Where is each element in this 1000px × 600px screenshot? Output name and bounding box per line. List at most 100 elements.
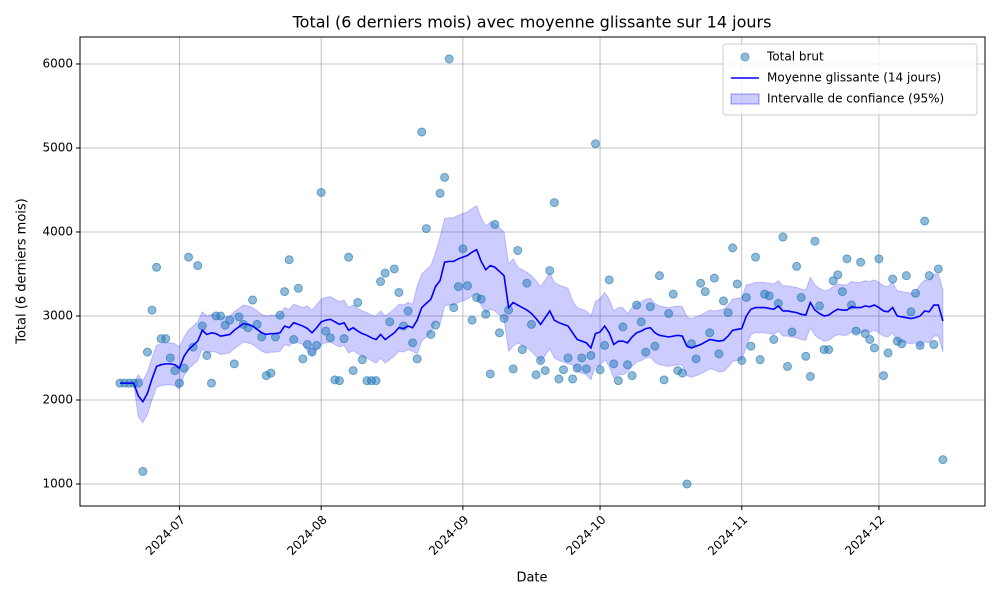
plot-frame [79,36,986,507]
data-point [746,341,756,351]
data-point [787,327,797,337]
data-point [590,139,600,149]
data-point [321,326,331,336]
y-tick-label: 1000 [42,476,73,490]
data-point [540,366,550,376]
data-point [568,374,578,384]
data-point [645,302,655,312]
y-tick-label: 5000 [42,140,73,154]
data-point [357,355,367,365]
data-point [901,271,911,281]
data-point [229,359,239,369]
data-point [869,343,879,353]
legend: Total brut Moyenne glissante (14 jours) In… [722,43,978,116]
data-point [385,317,395,327]
data-point [184,252,194,262]
data-point [376,277,386,287]
data-point [705,328,715,338]
legend-label: Total brut [766,50,824,64]
data-point [618,322,628,332]
data-point [216,311,226,321]
data-point [627,371,637,381]
data-point [558,365,568,375]
data-point [924,271,934,281]
data-point [636,317,646,327]
data-point [545,266,555,276]
data-point [307,347,317,357]
data-point [490,219,500,229]
data-point [394,287,404,297]
data-point [586,350,596,360]
data-point [915,340,925,350]
data-point [371,376,381,386]
data-point [302,340,312,350]
data-point [298,354,308,364]
data-point [828,276,838,286]
data-point [668,289,678,299]
data-point [741,292,751,302]
data-point [801,351,811,361]
data-point [161,334,171,344]
data-point [549,198,559,208]
data-point [805,371,815,381]
legend-marker [730,93,760,105]
data-point [485,369,495,379]
data-point [225,315,235,325]
data-point [792,261,802,271]
data-point [929,340,939,350]
data-point [682,479,692,489]
data-point [595,365,605,375]
data-point [824,345,834,355]
y-tick-label: 6000 [42,56,73,70]
data-point [147,305,157,315]
data-point [600,340,610,350]
data-point [339,334,349,344]
data-point [604,275,614,285]
data-point [449,303,459,313]
data-point [348,366,358,376]
data-point [289,335,299,345]
data-point [293,283,303,293]
data-point [897,339,907,349]
data-point [814,301,824,311]
data-point [334,376,344,386]
data-point [654,271,664,281]
data-point [170,366,180,376]
data-point [142,347,152,357]
data-point [481,309,491,319]
data-point [426,329,436,339]
data-point [764,291,774,301]
data-point [856,257,866,267]
data-point [769,335,779,345]
data-point [467,315,477,325]
data-point [572,363,582,373]
data-point [810,236,820,246]
data-point [344,252,354,262]
data-point [883,348,893,358]
data-point [718,296,728,306]
data-point [782,361,792,371]
legend-label: Intervalle de confiance (95%) [767,92,944,106]
data-point [732,279,742,289]
data-point [206,378,216,388]
data-point [755,355,765,365]
data-point [316,187,326,197]
data-point [325,333,335,343]
data-point [403,306,413,316]
data-point [865,335,875,345]
data-point [874,254,884,264]
data-point [796,292,806,302]
data-point [174,378,184,388]
plot-area [115,54,948,489]
data-point [691,354,701,364]
data-point [677,368,687,378]
data-point [312,340,322,350]
data-point [266,368,276,378]
data-point [842,254,852,264]
data-point [417,127,427,137]
data-point [696,278,706,288]
data-point [531,370,541,380]
legend-marker [740,52,750,62]
y-tick-label: 3000 [42,308,73,322]
